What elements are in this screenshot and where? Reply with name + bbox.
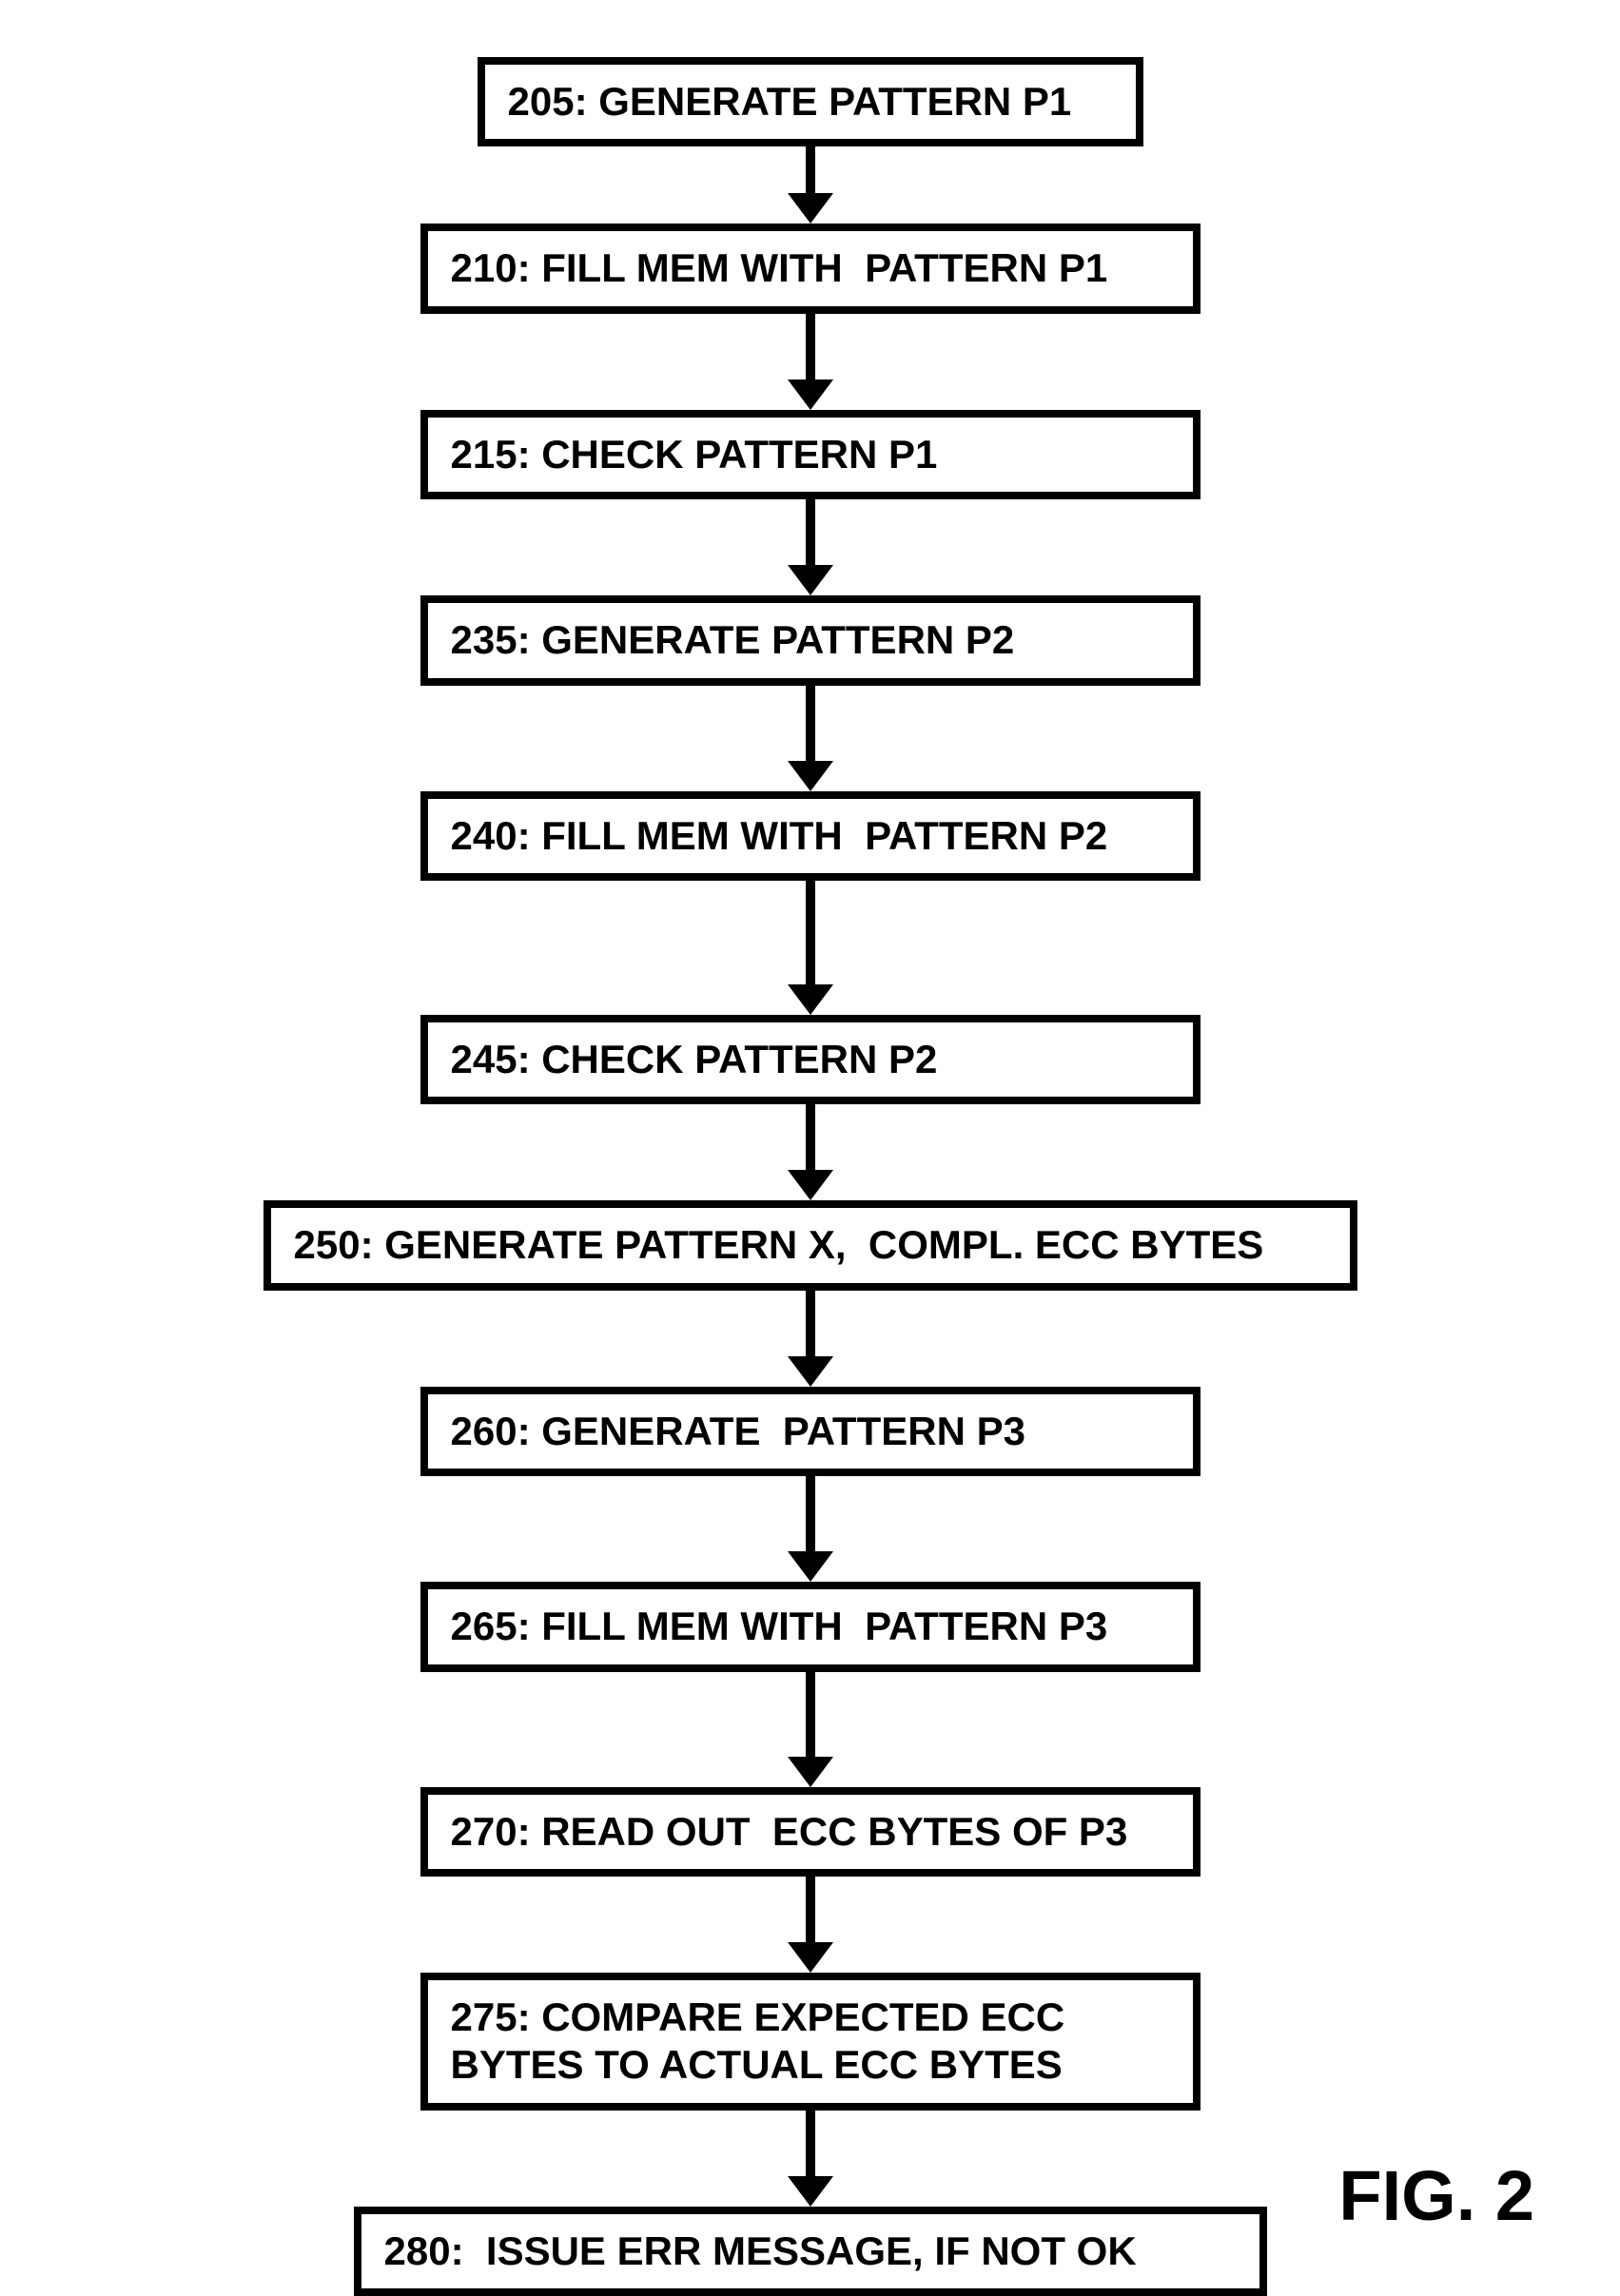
flowchart-step-215: 215: CHECK PATTERN P1 <box>420 410 1200 499</box>
flowchart-step-245: 245: CHECK PATTERN P2 <box>420 1015 1200 1104</box>
flowchart-step-text: 240: FILL MEM WITH PATTERN P2 <box>451 813 1108 858</box>
arrow-head-icon <box>788 1356 833 1387</box>
flowchart-step-235: 235: GENERATE PATTERN P2 <box>420 595 1200 685</box>
flowchart-step-210: 210: FILL MEM WITH PATTERN P1 <box>420 224 1200 313</box>
arrow-head-icon <box>788 1551 833 1582</box>
arrow-line <box>806 1672 815 1758</box>
flowchart-arrow <box>788 1877 833 1973</box>
arrow-line <box>806 881 815 985</box>
flowchart-step-text: 205: GENERATE PATTERN P1 <box>508 79 1072 124</box>
arrow-line <box>806 146 815 194</box>
arrow-head-icon <box>788 1942 833 1973</box>
flowchart-step-text: 210: FILL MEM WITH PATTERN P1 <box>451 245 1108 290</box>
flowchart-arrow <box>788 686 833 791</box>
arrow-line <box>806 1476 815 1552</box>
figure-label: FIG. 2 <box>1338 2155 1534 2236</box>
flowchart-step-text: 280: ISSUE ERR MESSAGE, IF NOT OK <box>384 2228 1137 2273</box>
arrow-line <box>806 314 815 380</box>
flowchart-step-275: 275: COMPARE EXPECTED ECC BYTES TO ACTUA… <box>420 1973 1200 2111</box>
flowchart-step-240: 240: FILL MEM WITH PATTERN P2 <box>420 791 1200 881</box>
arrow-head-icon <box>788 1757 833 1787</box>
flowchart-step-text: 245: CHECK PATTERN P2 <box>451 1037 938 1081</box>
flowchart-step-250: 250: GENERATE PATTERN X, COMPL. ECC BYTE… <box>263 1200 1357 1290</box>
flowchart-step-205: 205: GENERATE PATTERN P1 <box>478 57 1143 146</box>
arrow-line <box>806 1291 815 1357</box>
flowchart-arrow <box>788 1672 833 1787</box>
arrow-line <box>806 1877 815 1943</box>
arrow-head-icon <box>788 193 833 224</box>
flowchart-arrow <box>788 1291 833 1387</box>
flowchart-step-text: 265: FILL MEM WITH PATTERN P3 <box>451 1604 1108 1648</box>
flowchart-arrow <box>788 2111 833 2207</box>
flowchart-step-text: 235: GENERATE PATTERN P2 <box>451 617 1015 662</box>
flowchart-step-260: 260: GENERATE PATTERN P3 <box>420 1387 1200 1476</box>
arrow-head-icon <box>788 1170 833 1200</box>
flowchart-arrow <box>788 1104 833 1200</box>
flowchart-step-280: 280: ISSUE ERR MESSAGE, IF NOT OK <box>354 2207 1267 2296</box>
flowchart-arrow <box>788 499 833 595</box>
flowchart-container: 205: GENERATE PATTERN P1 210: FILL MEM WI… <box>263 57 1357 2296</box>
arrow-line <box>806 499 815 566</box>
flowchart-step-text: 270: READ OUT ECC BYTES OF P3 <box>451 1809 1128 1854</box>
arrow-line <box>806 686 815 762</box>
flowchart-step-text: 275: COMPARE EXPECTED ECC BYTES TO ACTUA… <box>451 1994 1065 2087</box>
flowchart-step-270: 270: READ OUT ECC BYTES OF P3 <box>420 1787 1200 1877</box>
arrow-head-icon <box>788 984 833 1015</box>
arrow-line <box>806 1104 815 1171</box>
flowchart-step-265: 265: FILL MEM WITH PATTERN P3 <box>420 1582 1200 1671</box>
flowchart-step-text: 250: GENERATE PATTERN X, COMPL. ECC BYTE… <box>294 1222 1264 1267</box>
flowchart-step-text: 215: CHECK PATTERN P1 <box>451 432 938 477</box>
flowchart-step-text: 260: GENERATE PATTERN P3 <box>451 1409 1025 1453</box>
flowchart-arrow <box>788 146 833 224</box>
arrow-line <box>806 2111 815 2177</box>
arrow-head-icon <box>788 2176 833 2207</box>
flowchart-arrow <box>788 1476 833 1582</box>
arrow-head-icon <box>788 379 833 410</box>
flowchart-arrow <box>788 314 833 410</box>
arrow-head-icon <box>788 565 833 595</box>
arrow-head-icon <box>788 761 833 791</box>
flowchart-arrow <box>788 881 833 1015</box>
